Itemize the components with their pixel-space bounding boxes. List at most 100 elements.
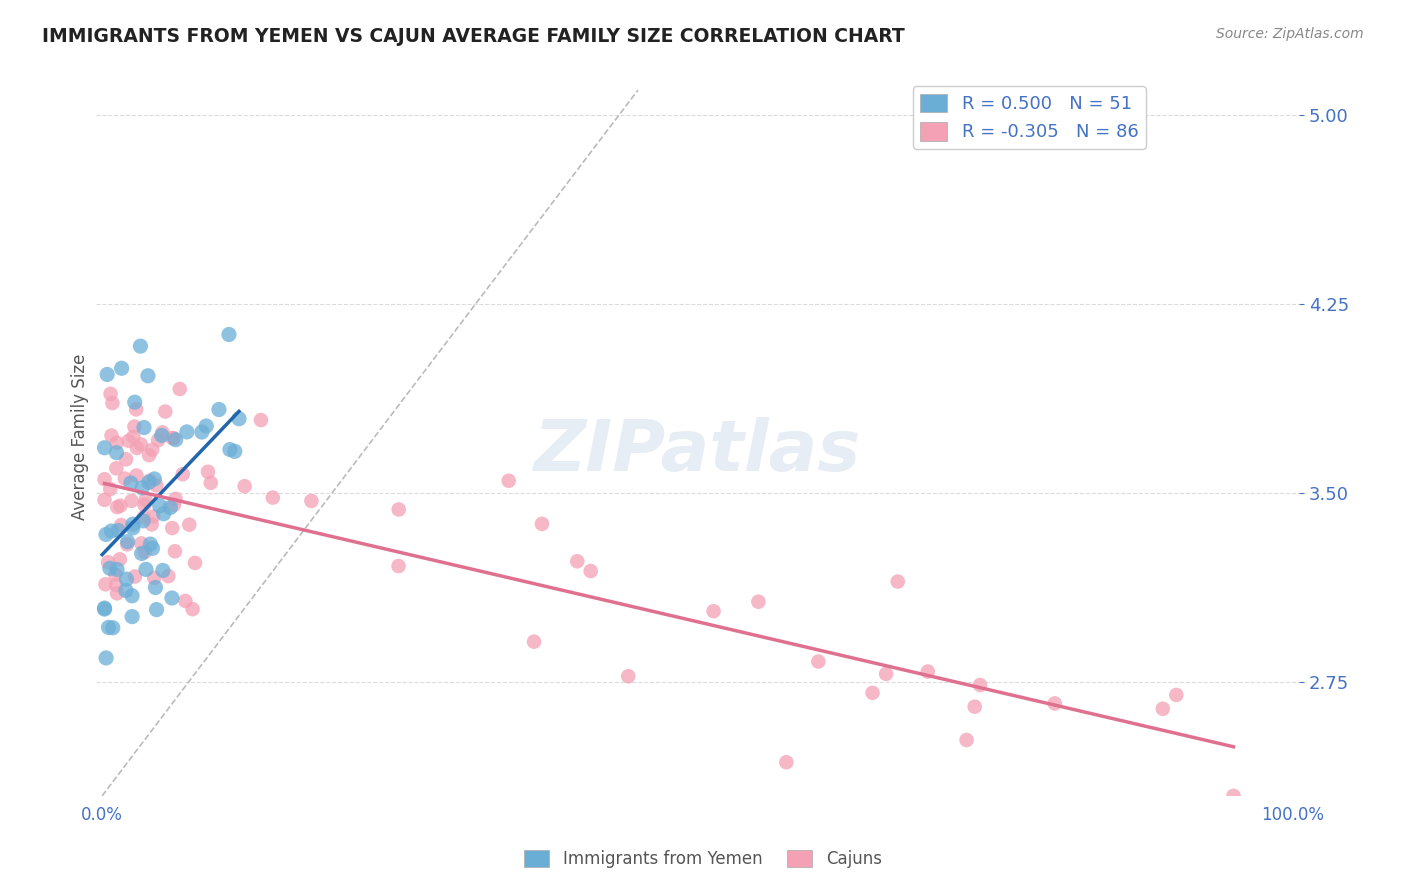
Point [747,595,769,609]
Point [143,472,166,486]
Text: Source: ZipAtlas.com: Source: ZipAtlas.com [1216,27,1364,41]
Point [96,368,118,382]
Point [159,500,181,515]
Point [100,387,122,401]
Point [1152,702,1174,716]
Point [138,448,160,462]
Point [124,395,146,409]
Point [94,651,117,665]
Point [208,402,231,417]
Point [101,396,124,410]
Point [387,559,409,574]
Point [567,554,589,568]
Point [117,534,139,549]
Point [121,494,143,508]
Point [141,541,163,556]
Text: 100.0%: 100.0% [1261,806,1324,824]
Point [122,521,145,535]
Legend: Immigrants from Yemen, Cajuns: Immigrants from Yemen, Cajuns [517,843,889,875]
Point [98,561,121,575]
Point [162,431,184,445]
Point [703,604,725,618]
Point [135,562,157,576]
Point [93,441,115,455]
Point [138,474,160,488]
Point [143,571,166,585]
Point [157,569,180,583]
Point [114,471,136,485]
Point [141,517,163,532]
Point [94,577,117,591]
Point [131,481,153,495]
Point [152,425,174,440]
Point [107,524,129,538]
Point [163,544,186,558]
Point [299,494,322,508]
Point [110,518,132,533]
Point [498,474,520,488]
Point [162,431,184,445]
Point [115,452,138,467]
Point [145,602,167,616]
Point [115,537,138,551]
Point [174,594,197,608]
Point [105,562,128,576]
Point [98,482,121,496]
Point [224,444,246,458]
Point [148,433,170,447]
Point [100,524,122,538]
Point [131,536,153,550]
Point [887,574,910,589]
Point [138,475,160,490]
Point [218,327,240,342]
Point [93,472,115,486]
Point [129,437,152,451]
Point [195,419,218,434]
Point [150,428,173,442]
Point [388,502,411,516]
Point [149,499,172,513]
Text: IMMIGRANTS FROM YEMEN VS CAJUN AVERAGE FAMILY SIZE CORRELATION CHART: IMMIGRANTS FROM YEMEN VS CAJUN AVERAGE F… [42,27,905,45]
Point [97,555,120,569]
Point [579,564,602,578]
Point [105,586,128,600]
Point [181,602,204,616]
Point [124,419,146,434]
Point [125,441,148,455]
Point [160,521,183,535]
Point [100,428,122,442]
Point [219,442,242,457]
Point [110,361,132,376]
Point [125,468,148,483]
Point [124,569,146,583]
Point [862,686,884,700]
Point [134,498,156,512]
Point [93,602,115,616]
Point [132,420,155,434]
Point [108,552,131,566]
Point [250,413,273,427]
Point [136,368,159,383]
Point [179,517,201,532]
Point [523,634,546,648]
Point [139,537,162,551]
Point [160,591,183,605]
Point [125,402,148,417]
Point [165,491,187,506]
Point [955,733,977,747]
Point [121,609,143,624]
Point [875,666,897,681]
Point [807,655,830,669]
Point [142,509,165,524]
Point [775,756,797,770]
Point [122,430,145,444]
Point [169,382,191,396]
Point [132,514,155,528]
Point [176,425,198,439]
Point [184,556,207,570]
Point [1222,789,1244,803]
Point [104,567,127,582]
Point [963,699,986,714]
Point [105,578,128,592]
Point [197,465,219,479]
